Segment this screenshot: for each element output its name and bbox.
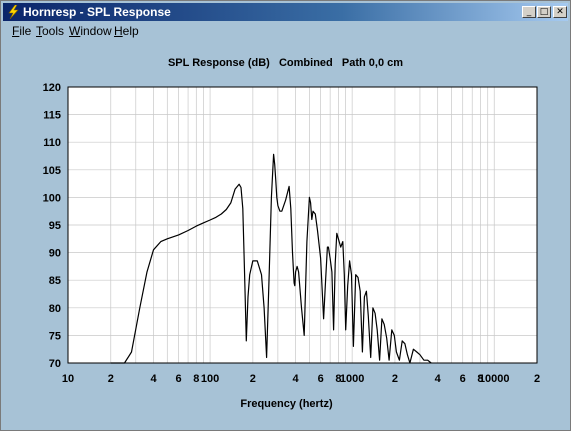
menu-file-accel: F	[12, 24, 20, 38]
y-tick-label: 90	[49, 248, 61, 260]
x-tick-label: 4	[435, 373, 442, 385]
menu-window-rest: indow	[80, 24, 112, 38]
y-tick-label: 85	[49, 275, 61, 287]
x-tick-label: 2	[534, 373, 540, 385]
menu-file[interactable]: File	[12, 24, 31, 38]
menu-tools-accel: T	[36, 24, 42, 38]
menu-help-accel: H	[114, 24, 123, 38]
x-tick-label: 1000	[340, 373, 364, 385]
x-tick-label: 2	[250, 373, 256, 385]
y-tick-label: 120	[43, 82, 61, 94]
spl-response-line	[110, 153, 432, 364]
close-button[interactable]: ✕	[553, 6, 567, 18]
x-tick-label: 6	[175, 373, 181, 385]
y-tick-label: 70	[49, 358, 61, 370]
x-tick-label: 6	[318, 373, 324, 385]
x-tick-label: 100	[201, 373, 219, 385]
y-tick-label: 80	[49, 303, 61, 315]
window-title: Hornresp - SPL Response	[23, 5, 171, 19]
menu-window[interactable]: Window	[69, 24, 112, 38]
title-bar[interactable]: Hornresp - SPL Response _ □ ✕	[3, 3, 568, 21]
y-tick-label: 115	[43, 110, 61, 122]
y-tick-label: 105	[43, 165, 61, 177]
menu-tools[interactable]: Tools	[36, 24, 64, 38]
x-tick-label: 8	[477, 373, 483, 385]
y-tick-label: 110	[43, 137, 61, 149]
minimize-button[interactable]: _	[522, 6, 536, 18]
plot-frame	[67, 86, 538, 364]
y-tick-label: 75	[49, 330, 61, 342]
x-tick-label: 4	[150, 373, 157, 385]
menu-window-accel: W	[69, 24, 81, 38]
x-axis-label: Frequency (hertz)	[240, 398, 333, 410]
y-tick-label: 100	[43, 192, 61, 204]
lightning-icon	[8, 5, 19, 19]
menu-tools-rest: ools	[42, 24, 65, 38]
y-tick-label: 95	[49, 220, 61, 232]
x-tick-label: 10	[62, 373, 74, 385]
x-tick-label: 2	[108, 373, 114, 385]
maximize-button[interactable]: □	[537, 6, 551, 18]
x-tick-label: 2	[392, 373, 398, 385]
x-tick-label: 8	[335, 373, 341, 385]
x-tick-label: 4	[293, 373, 300, 385]
x-tick-label: 6	[460, 373, 466, 385]
menu-file-rest: ile	[19, 24, 32, 38]
menu-help-rest: elp	[122, 24, 139, 38]
menu-help[interactable]: Help	[114, 24, 139, 38]
x-tick-label: 8	[193, 373, 199, 385]
menu-bar: File Tools Window Help	[3, 22, 568, 41]
x-tick-label: 10000	[479, 373, 510, 385]
chart-title: SPL Response (dB) Combined Path 0,0 cm	[167, 57, 404, 69]
